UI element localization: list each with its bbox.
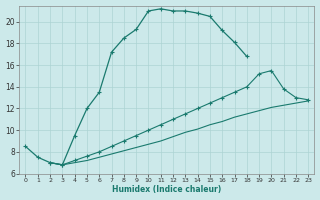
X-axis label: Humidex (Indice chaleur): Humidex (Indice chaleur) bbox=[112, 185, 221, 194]
